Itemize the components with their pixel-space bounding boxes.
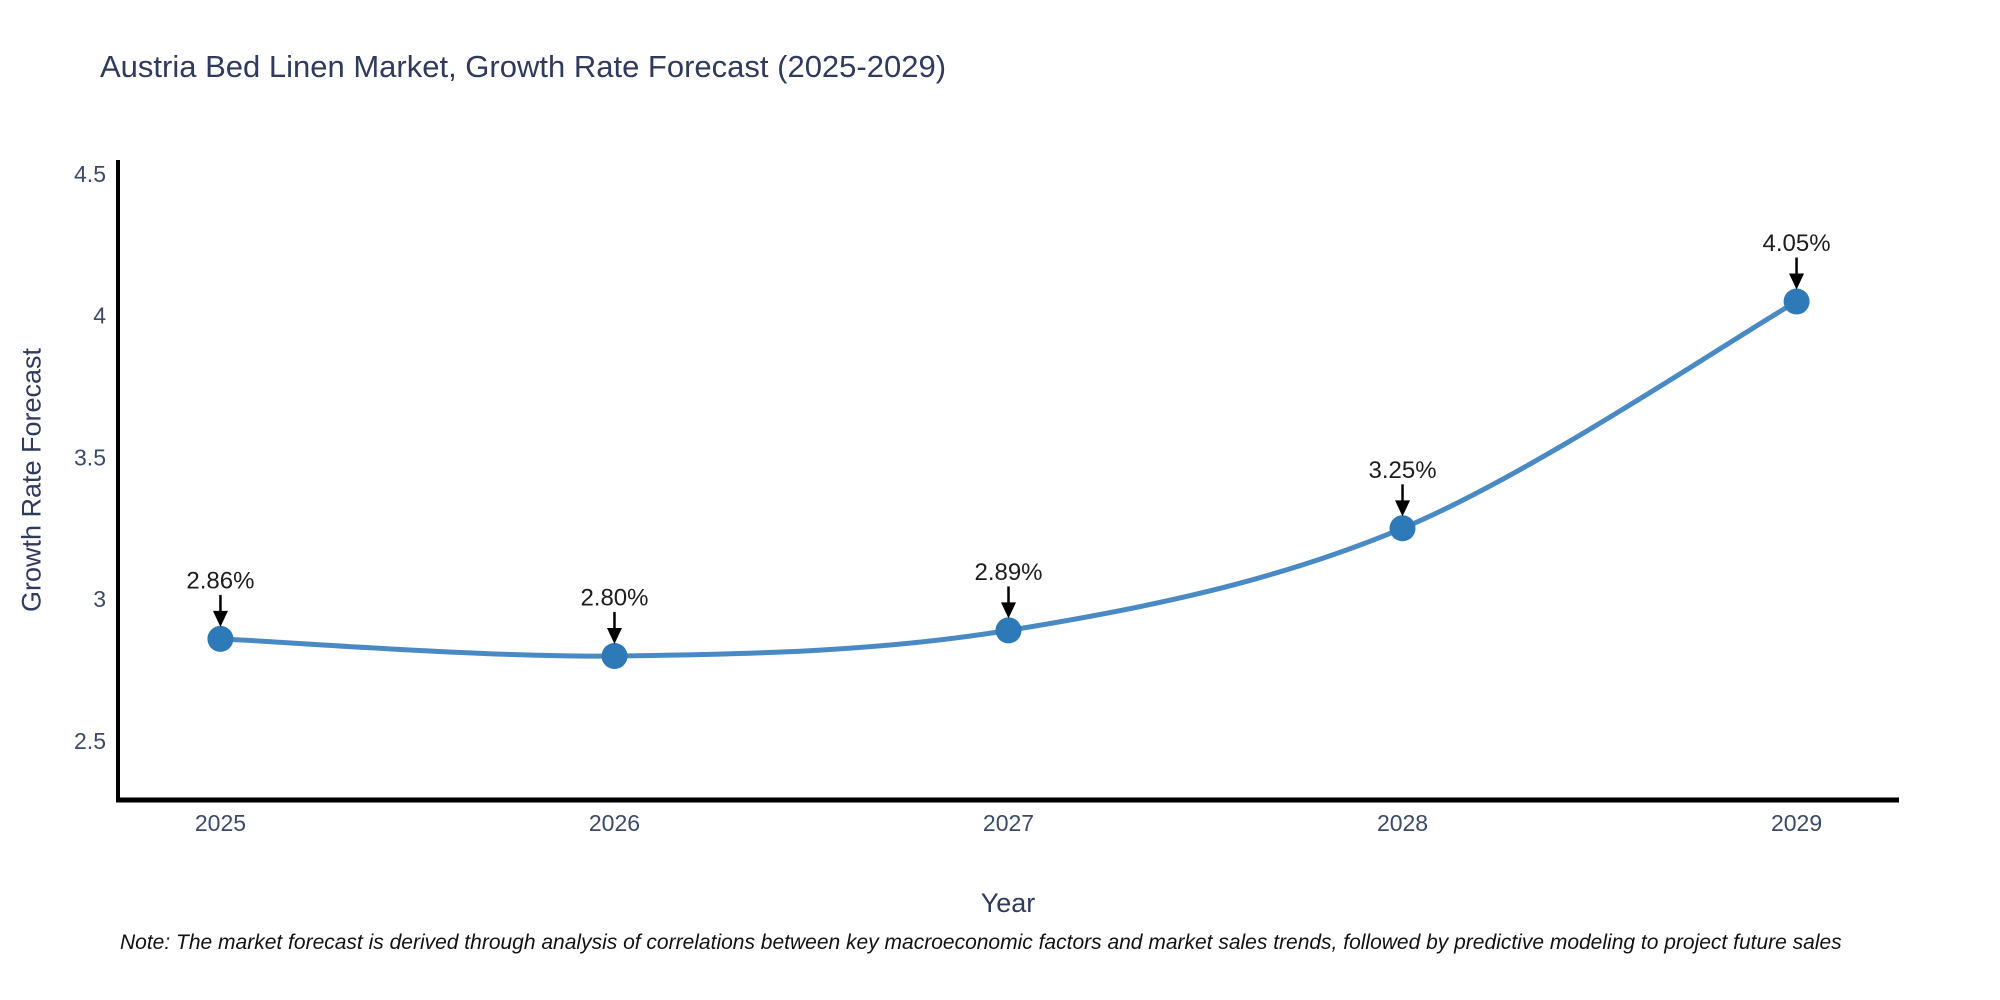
annotation-arrowhead-icon	[212, 610, 228, 627]
chart-title: Austria Bed Linen Market, Growth Rate Fo…	[100, 49, 947, 84]
point-annotation-label: 2.80%	[580, 584, 648, 611]
point-annotation-label: 2.89%	[974, 559, 1042, 586]
x-tick-label: 2025	[195, 810, 246, 836]
x-tick-label: 2029	[1771, 810, 1822, 836]
x-tick-label: 2028	[1377, 810, 1428, 836]
data-point-marker	[1389, 515, 1416, 542]
data-point-marker	[995, 617, 1022, 644]
data-point-marker	[1783, 288, 1810, 315]
annotation-arrowhead-icon	[1789, 273, 1805, 290]
data-point-marker	[207, 625, 234, 652]
data-point-marker	[601, 643, 628, 669]
annotation-arrowhead-icon	[1001, 602, 1016, 619]
point-annotation-label: 4.05%	[1763, 230, 1831, 257]
annotation-arrowhead-icon	[606, 627, 622, 644]
annotation-arrowhead-icon	[1395, 500, 1411, 517]
y-tick-label: 3	[93, 586, 106, 612]
point-annotation-label: 3.25%	[1368, 457, 1436, 484]
y-tick-label: 2.5	[74, 728, 106, 754]
y-tick-label: 3.5	[74, 444, 106, 470]
x-tick-label: 2026	[589, 810, 640, 836]
y-tick-label: 4.5	[74, 161, 106, 187]
point-annotation-label: 2.86%	[186, 567, 254, 594]
x-axis-title: Year	[980, 888, 1036, 918]
y-tick-label: 4	[93, 303, 106, 329]
x-tick-label: 2027	[983, 810, 1034, 836]
footnote: Note: The market forecast is derived thr…	[120, 931, 1842, 954]
